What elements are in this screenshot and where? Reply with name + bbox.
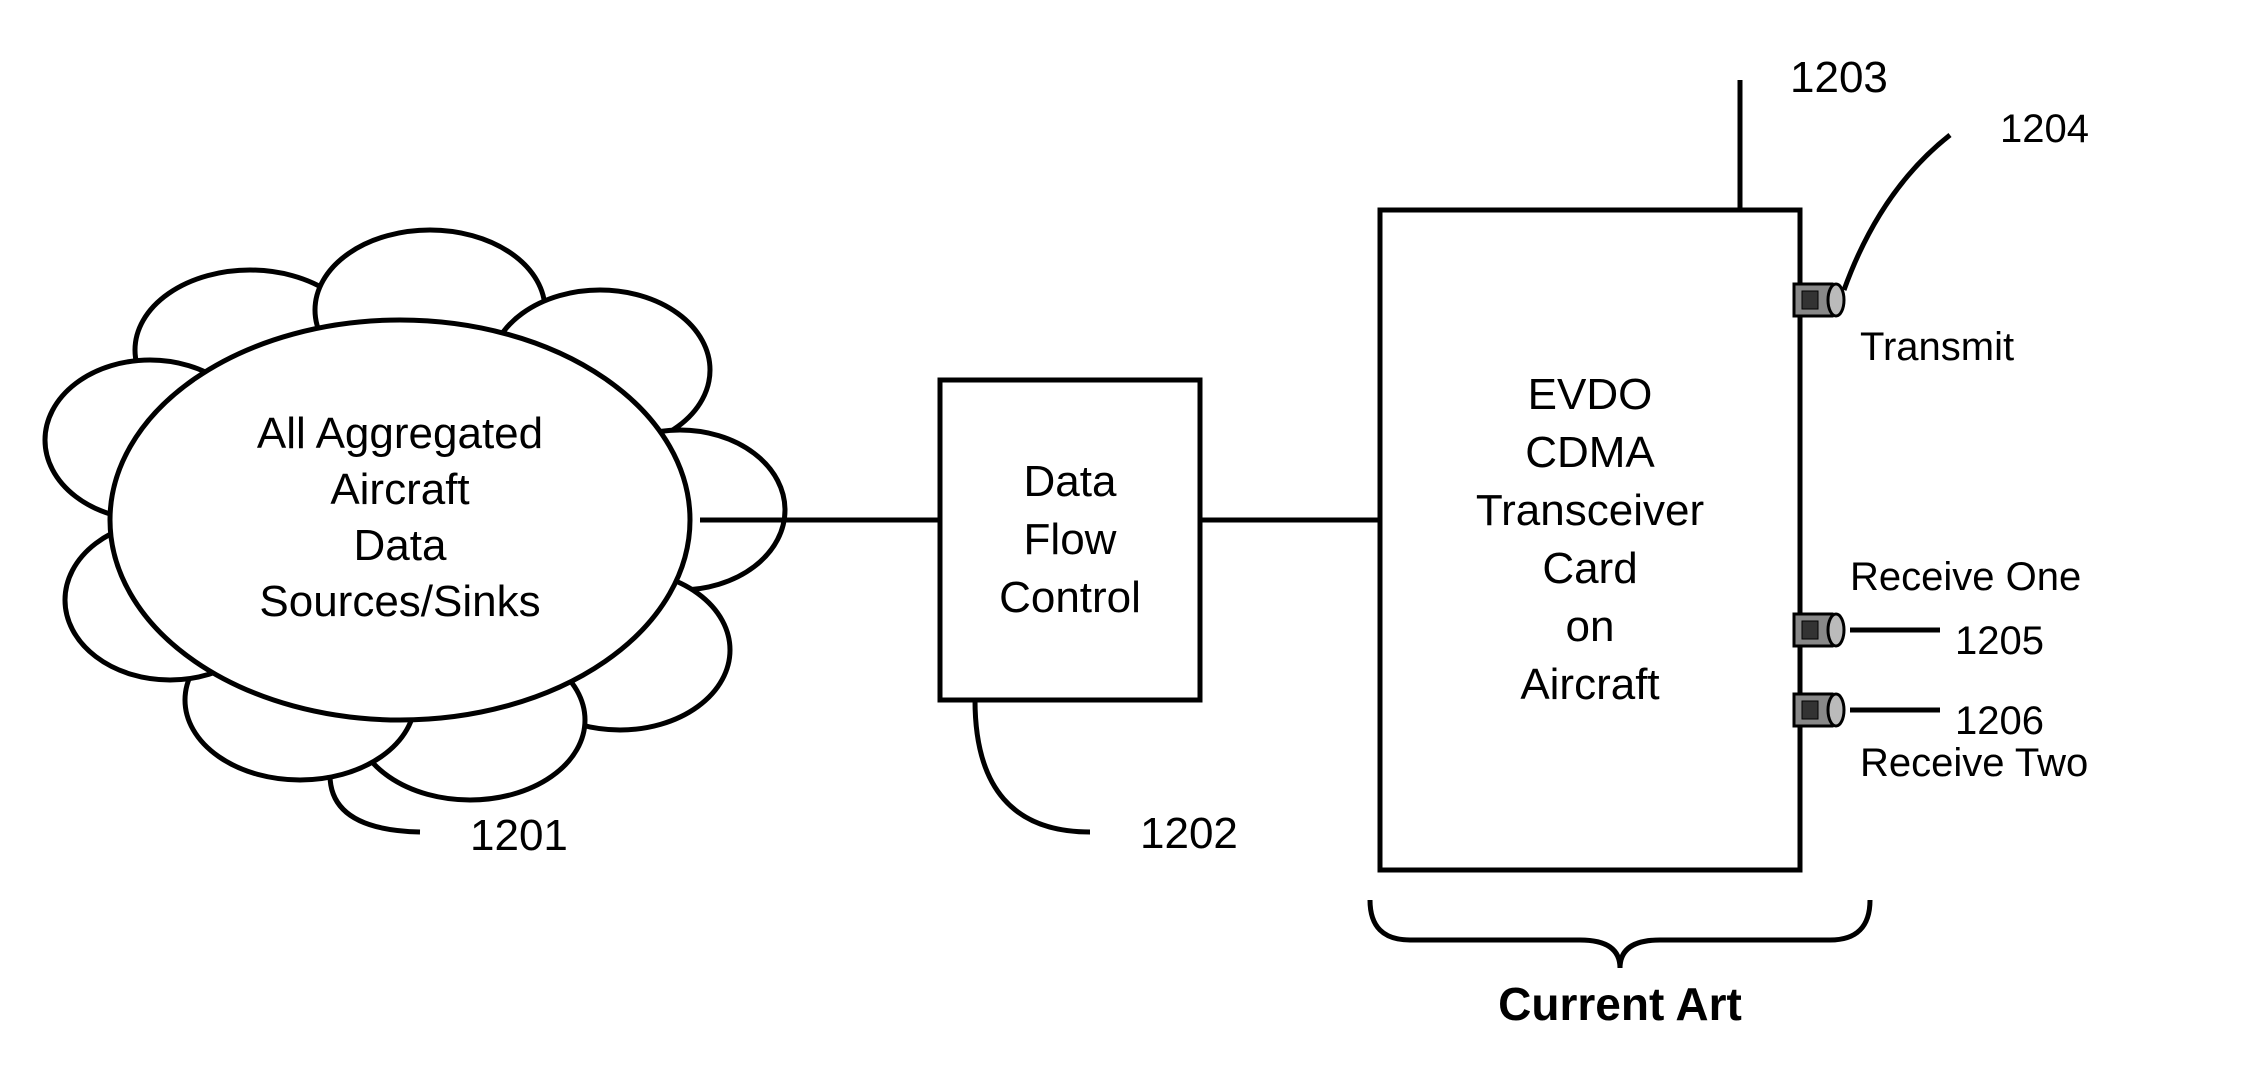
cloud-text-line: Sources/Sinks bbox=[259, 577, 540, 626]
port-transmit bbox=[1794, 284, 1844, 316]
ref-1203: 1203 bbox=[1790, 53, 1888, 102]
receive-two-label: Receive Two bbox=[1860, 741, 2088, 785]
port-receive-one bbox=[1794, 614, 1844, 646]
ref-1205: 1205 bbox=[1955, 619, 2044, 663]
flow-text-line: Control bbox=[999, 573, 1141, 622]
cloud-text-line: All Aggregated bbox=[257, 409, 543, 458]
card-text-line: CDMA bbox=[1525, 428, 1655, 477]
port-receive-two bbox=[1794, 694, 1844, 726]
ref-1206: 1206 bbox=[1955, 699, 2044, 743]
transmit-label: Transmit bbox=[1860, 325, 2014, 369]
card-text-line: on bbox=[1566, 602, 1615, 651]
brace bbox=[1370, 900, 1870, 968]
flow-text-line: Data bbox=[1024, 457, 1117, 506]
flow-text-line: Flow bbox=[1024, 515, 1117, 564]
transceiver-card-box: EVDO CDMA Transceiver Card on Aircraft 1203 bbox=[1380, 53, 1888, 870]
brace-label: Current Art bbox=[1498, 978, 1742, 1030]
ref-1202: 1202 bbox=[1140, 809, 1238, 858]
card-text-line: Aircraft bbox=[1520, 660, 1659, 709]
cloud-text-line: Data bbox=[354, 521, 447, 570]
data-flow-control-box: Data Flow Control 1202 bbox=[940, 380, 1238, 858]
ref-1204: 1204 bbox=[2000, 107, 2089, 151]
card-text-line: EVDO bbox=[1528, 370, 1653, 419]
card-text-line: Transceiver bbox=[1476, 486, 1704, 535]
receive-one-label: Receive One bbox=[1850, 555, 2081, 599]
cloud-aggregated-data: All Aggregated Aircraft Data Sources/Sinks 1… bbox=[45, 230, 785, 860]
card-text-line: Card bbox=[1542, 544, 1637, 593]
ref-1201: 1201 bbox=[470, 811, 568, 860]
cloud-text-line: Aircraft bbox=[330, 465, 469, 514]
